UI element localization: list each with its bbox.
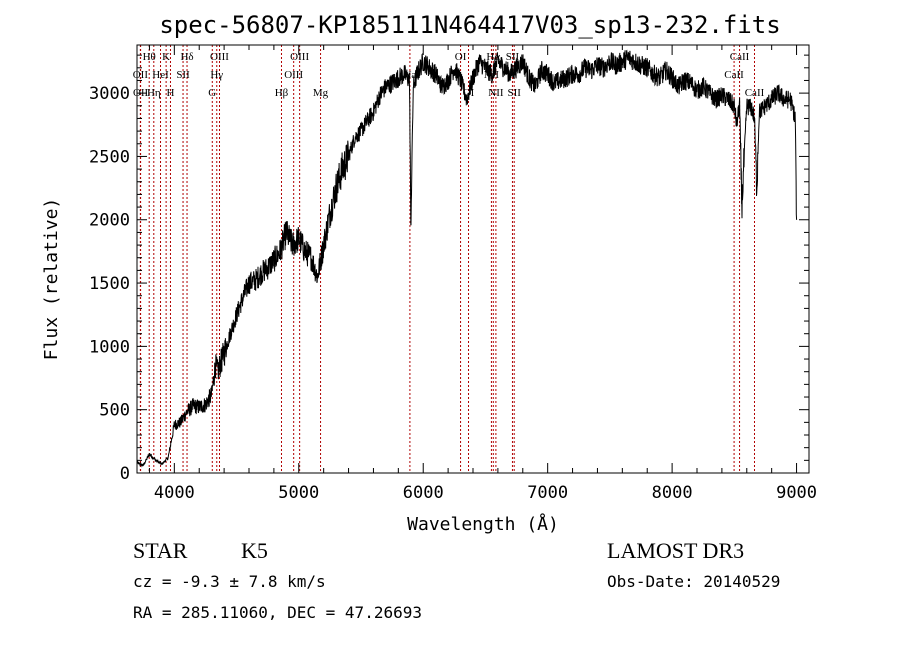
y-tick-label: 1000 xyxy=(89,337,130,357)
survey-name: LAMOST DR3 xyxy=(607,538,745,563)
object-class: STAR xyxy=(133,538,188,563)
x-axis-label: Wavelength (Å) xyxy=(407,513,559,535)
plot-frame xyxy=(136,44,810,474)
y-tick-label: 500 xyxy=(99,401,130,421)
observation-date: Obs-Date: 20140529 xyxy=(607,572,781,591)
spectrum-series-flux xyxy=(136,49,798,468)
marker-label-10: Hγ xyxy=(210,69,223,81)
marker-label-26: CaII xyxy=(745,87,765,99)
x-tick-label: 6000 xyxy=(403,483,444,503)
marker-label-1: OII xyxy=(133,69,149,81)
marker-label-8: Hδ xyxy=(180,51,193,63)
x-tick-label: 8000 xyxy=(652,483,693,503)
y-axis-label: Flux (relative) xyxy=(41,198,62,361)
marker-label-6: SII xyxy=(176,69,190,81)
marker-label-14: OIII xyxy=(284,69,303,81)
marker-label-15: Mg xyxy=(313,87,329,99)
coordinates: RA = 285.11060, DEC = 47.26693 xyxy=(133,603,422,622)
marker-label-0: Hθ xyxy=(143,51,156,63)
chart-title: spec-56807-KP185111N464417V03_sp13-232.f… xyxy=(159,11,780,39)
marker-label-24: CaII xyxy=(730,51,750,63)
marker-label-7: H xyxy=(166,87,174,99)
marker-label-17: OI xyxy=(455,51,467,63)
marker-label-13: OIII xyxy=(290,51,309,63)
marker-label-21: NII xyxy=(488,87,504,99)
marker-label-5: Hη xyxy=(147,87,161,99)
marker-label-4: HeI xyxy=(152,69,169,81)
spectrum-chart: spec-56807-KP185111N464417V03_sp13-232.f… xyxy=(41,11,817,535)
redshift-value: cz = -9.3 ± 7.8 km/s xyxy=(133,572,326,591)
y-tick-label: 3000 xyxy=(89,84,130,104)
marker-label-3: K xyxy=(162,51,170,63)
y-tick-label: 0 xyxy=(120,464,130,484)
x-tick-label: 5000 xyxy=(278,483,319,503)
y-tick-label: 1500 xyxy=(89,274,130,294)
marker-label-12: Hβ xyxy=(275,87,289,99)
y-tick-label: 2000 xyxy=(89,211,130,231)
marker-label-23: SII xyxy=(507,87,521,99)
marker-label-9: OIII xyxy=(210,51,229,63)
x-tick-label: 9000 xyxy=(776,483,817,503)
marker-label-25: CaII xyxy=(724,69,744,81)
x-tick-label: 7000 xyxy=(527,483,568,503)
x-tick-label: 4000 xyxy=(154,483,195,503)
y-tick-label: 2500 xyxy=(89,147,130,167)
object-subclass: K5 xyxy=(241,538,268,563)
marker-label-11: G xyxy=(208,87,216,99)
